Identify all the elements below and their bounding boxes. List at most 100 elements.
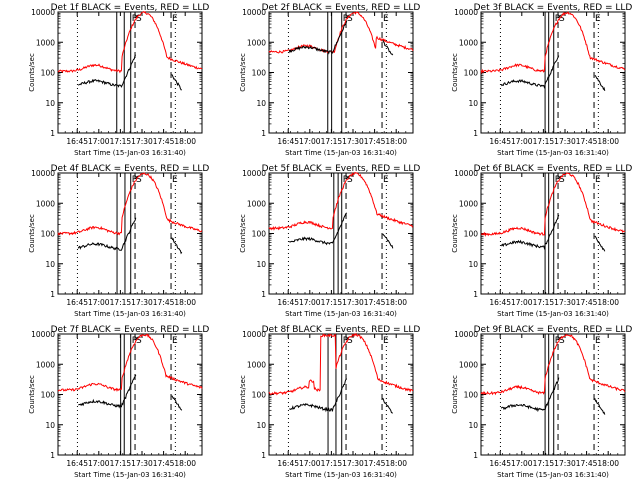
y-tick-label: 10 xyxy=(256,421,266,430)
y-axis-label: Counts/sec xyxy=(451,53,459,92)
y-tick-label: 1000 xyxy=(459,38,478,47)
y-tick-label: 1 xyxy=(473,129,478,138)
y-tick-label: 1 xyxy=(261,129,266,138)
x-tick-label: 17:45 xyxy=(153,459,175,468)
panel-title: Det 8f BLACK = Events, RED = LLD xyxy=(262,325,421,335)
events-series-line xyxy=(594,75,606,92)
y-tick-label: 10 xyxy=(45,99,55,108)
x-tick-label: 17:45 xyxy=(153,298,175,307)
marker-label: P xyxy=(132,336,138,346)
lld-series-line xyxy=(57,333,203,392)
marker-label: S xyxy=(559,175,565,185)
lld-series-line xyxy=(57,172,203,236)
lld-series-line xyxy=(480,333,626,396)
events-series-line xyxy=(77,217,137,251)
x-tick-label: 16:45 xyxy=(66,459,88,468)
detector-panel-1: Det 1f BLACK = Events, RED = LLD Counts/s… xyxy=(28,3,209,157)
x-axis-label: Start Time (15-Jan-03 16:31:40) xyxy=(74,149,186,157)
y-tick-label: 100 xyxy=(41,69,56,78)
x-tick-label: 17:15 xyxy=(533,298,555,307)
y-axis-label: Counts/sec xyxy=(239,214,247,253)
events-series-line xyxy=(594,235,606,252)
marker-label: S xyxy=(136,175,142,185)
lld-series-line xyxy=(268,332,414,396)
marker-label: E xyxy=(595,336,601,346)
x-tick-label: 17:30 xyxy=(342,298,364,307)
events-series-line xyxy=(289,378,348,413)
detector-panel-3: Det 3f BLACK = Events, RED = LLD Counts/s… xyxy=(451,3,632,157)
events-series-line xyxy=(500,377,560,413)
y-tick-label: 10000 xyxy=(454,330,478,339)
y-tick-label: 10 xyxy=(256,260,266,269)
panel-title: Det 1f BLACK = Events, RED = LLD xyxy=(51,3,210,13)
y-tick-label: 1000 xyxy=(459,199,478,208)
x-axis-label: Start Time (15-Jan-03 16:31:40) xyxy=(74,310,186,318)
x-tick-label: 17:30 xyxy=(131,137,153,146)
y-tick-label: 10000 xyxy=(31,169,55,178)
y-axis-label: Counts/sec xyxy=(451,214,459,253)
detector-panel-6: Det 6f BLACK = Events, RED = LLD Counts/s… xyxy=(451,164,632,318)
marker-label: P xyxy=(555,175,561,185)
x-tick-label: 17:45 xyxy=(364,137,386,146)
lld-series-line xyxy=(268,172,414,231)
events-series-line xyxy=(382,397,393,414)
y-tick-label: 100 xyxy=(464,230,479,239)
y-tick-label: 100 xyxy=(41,230,56,239)
detector-panel-7: Det 7f BLACK = Events, RED = LLD Counts/s… xyxy=(28,325,209,479)
marker-label: P xyxy=(555,336,561,346)
x-tick-label: 18:00 xyxy=(174,459,196,468)
y-tick-label: 1000 xyxy=(36,38,55,47)
x-tick-label: 17:15 xyxy=(533,459,555,468)
y-tick-label: 1 xyxy=(50,290,55,299)
x-tick-label: 17:45 xyxy=(364,298,386,307)
events-series-line xyxy=(171,74,182,91)
x-tick-label: 16:45 xyxy=(277,298,299,307)
y-tick-label: 10 xyxy=(468,99,478,108)
x-tick-label: 17:00 xyxy=(88,459,110,468)
x-tick-label: 17:00 xyxy=(299,298,321,307)
events-series-line xyxy=(171,395,183,411)
y-tick-label: 1000 xyxy=(36,360,55,369)
panel-title: Det 3f BLACK = Events, RED = LLD xyxy=(474,3,633,13)
x-tick-label: 17:15 xyxy=(110,459,132,468)
events-series-line xyxy=(382,233,394,249)
y-tick-label: 100 xyxy=(252,69,267,78)
marker-label: E xyxy=(172,14,178,24)
x-tick-label: 17:00 xyxy=(511,459,533,468)
marker-label: E xyxy=(172,336,178,346)
y-tick-label: 1 xyxy=(261,451,266,460)
x-tick-label: 17:15 xyxy=(321,137,343,146)
x-axis-label: Start Time (15-Jan-03 16:31:40) xyxy=(74,471,186,479)
x-tick-label: 16:45 xyxy=(66,137,88,146)
events-series-line xyxy=(289,212,348,246)
events-series-line xyxy=(171,237,183,255)
panel-title: Det 2f BLACK = Events, RED = LLD xyxy=(262,3,421,13)
events-series-line xyxy=(77,54,137,88)
marker-label: E xyxy=(383,14,389,24)
x-tick-label: 18:00 xyxy=(597,459,619,468)
detector-panel-5: Det 5f BLACK = Events, RED = LLD Counts/s… xyxy=(239,164,420,318)
events-series-line xyxy=(500,214,560,251)
y-tick-label: 100 xyxy=(252,391,267,400)
x-tick-label: 16:45 xyxy=(489,137,511,146)
detector-panel-8: Det 8f BLACK = Events, RED = LLD Counts/s… xyxy=(239,325,420,479)
x-tick-label: 16:45 xyxy=(277,137,299,146)
y-tick-label: 10000 xyxy=(31,8,55,17)
marker-label: E xyxy=(595,175,601,185)
x-tick-label: 16:45 xyxy=(489,298,511,307)
y-tick-label: 10000 xyxy=(31,330,55,339)
y-tick-label: 10000 xyxy=(454,8,478,17)
x-tick-label: 17:15 xyxy=(533,137,555,146)
x-tick-label: 17:15 xyxy=(110,298,132,307)
marker-label: S xyxy=(347,14,353,24)
y-tick-label: 1 xyxy=(50,129,55,138)
detector-panel-4: Det 4f BLACK = Events, RED = LLD Counts/s… xyxy=(28,164,209,318)
x-axis-label: Start Time (15-Jan-03 16:31:40) xyxy=(497,471,609,479)
x-axis-label: Start Time (15-Jan-03 16:31:40) xyxy=(285,149,397,157)
x-tick-label: 17:30 xyxy=(342,137,364,146)
x-tick-label: 17:15 xyxy=(321,459,343,468)
x-tick-label: 17:45 xyxy=(576,298,598,307)
marker-label: S xyxy=(136,336,142,346)
detector-panel-9: Det 9f BLACK = Events, RED = LLD Counts/s… xyxy=(451,325,632,479)
y-axis-label: Counts/sec xyxy=(239,53,247,92)
